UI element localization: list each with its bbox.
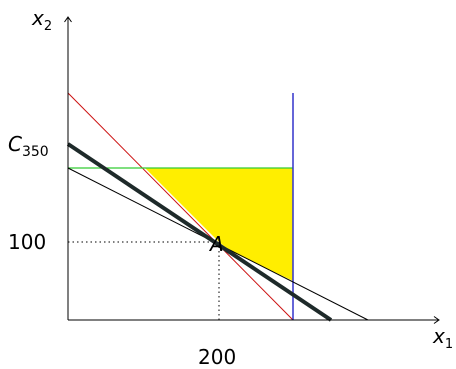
y-axis-label: x2 [31,6,52,34]
y-tick-label: 100 [8,230,46,254]
x-axis-arrow [433,316,440,324]
x-tick-label: 200 [198,345,236,369]
objective-line-label: C350 [8,132,49,160]
objective-line-c350 [66,142,333,322]
constraint-line-red [67,92,294,321]
point-a-label: A [208,232,224,256]
x-axis-label: x1 [432,324,453,352]
feasible-region [145,168,293,281]
x-axis-label-sub: 1 [445,337,453,352]
y-axis-arrow [64,16,72,23]
y-axis-label-sub: 2 [44,19,52,34]
objective-line-label-sub: 350 [22,144,49,160]
